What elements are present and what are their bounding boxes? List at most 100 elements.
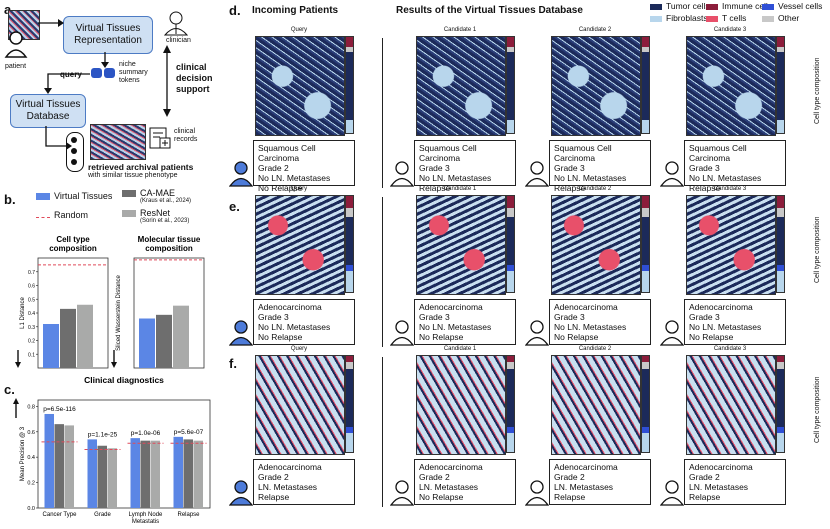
composition-segment bbox=[642, 356, 649, 362]
patient-body bbox=[660, 177, 684, 187]
composition-segment bbox=[507, 356, 514, 362]
retrieved-label: retrieved archival patients bbox=[88, 162, 194, 172]
legend-label: Vessel cells bbox=[778, 1, 823, 11]
composition-bar bbox=[345, 195, 354, 293]
legend-swatch bbox=[36, 193, 50, 201]
vt-representation-box: Virtual Tissues Representation bbox=[63, 16, 153, 54]
patient-body bbox=[390, 336, 414, 346]
record-line: Squamous Cell Carcinoma bbox=[554, 143, 612, 163]
patient-head bbox=[395, 480, 409, 494]
record-line: Grade 3 bbox=[554, 163, 585, 173]
record-line: No Relapse bbox=[689, 332, 734, 342]
tissue-image bbox=[686, 36, 776, 136]
panel-label-b: b. bbox=[4, 192, 16, 207]
plot-frame bbox=[37, 399, 211, 509]
bar bbox=[87, 439, 97, 508]
composition-segment bbox=[346, 37, 353, 47]
arrow-down-icon bbox=[101, 52, 109, 68]
column-separator bbox=[382, 357, 383, 507]
record-line: Adenocarcinoma bbox=[419, 462, 483, 472]
tile-caption: Candidate 3 bbox=[713, 27, 747, 33]
retrieved-tiles-icon bbox=[90, 124, 146, 160]
y-tick-label: 0.3 bbox=[28, 325, 35, 331]
composition-segment bbox=[507, 265, 514, 271]
composition-segment bbox=[777, 356, 784, 362]
legend-virtual-tissues: Virtual Tissues bbox=[36, 191, 112, 201]
record-line: No LN. Metastases bbox=[554, 173, 627, 183]
bar bbox=[150, 440, 160, 508]
incoming-title: Incoming Patients bbox=[252, 5, 339, 16]
p-value-label: p=1.1e-25 bbox=[88, 431, 118, 438]
archival-patient-icon bbox=[390, 480, 414, 506]
composition-segment bbox=[642, 37, 649, 47]
archival-patient-icon bbox=[660, 161, 684, 187]
clinician-label: clinician bbox=[166, 37, 191, 44]
legend-item: T cells bbox=[706, 13, 746, 23]
record-line: No Relapse bbox=[419, 332, 464, 342]
tissue-image bbox=[686, 355, 776, 455]
legend-resnet-ref: (Sorin et al., 2023) bbox=[140, 218, 190, 224]
composition-bar bbox=[776, 195, 785, 293]
patient-record-card: Squamous Cell Carcinoma Grade 3 No LN. Met… bbox=[414, 140, 516, 193]
patient-head bbox=[395, 320, 409, 334]
composition-segment bbox=[642, 369, 649, 428]
query-arrow-icon bbox=[44, 73, 90, 94]
patient-record-card: Adenocarcinoma Grade 3 No LN. Metastases No… bbox=[549, 299, 651, 345]
panel-label-a: a. bbox=[4, 2, 15, 17]
p-value-label: p=6.5e-116 bbox=[43, 406, 76, 413]
composition-segment bbox=[777, 119, 784, 133]
composition-segment bbox=[642, 427, 649, 433]
patient-head bbox=[665, 320, 679, 334]
composition-segment bbox=[777, 52, 784, 120]
tissue-image bbox=[255, 195, 345, 295]
composition-segment bbox=[777, 207, 784, 218]
composition-segment bbox=[346, 119, 353, 133]
record-line: Grade 3 bbox=[689, 312, 720, 322]
tissue-image bbox=[416, 36, 506, 136]
composition-segment bbox=[346, 369, 353, 428]
clinician-icon bbox=[164, 11, 188, 36]
patient-record-card: Adenocarcinoma Grade 2 LN. Metastases No Re… bbox=[414, 459, 516, 505]
patient-body bbox=[229, 336, 253, 346]
clinical-records-label: clinical records bbox=[174, 128, 198, 143]
patient-body bbox=[525, 177, 549, 187]
chart-title: Molecular tissue bbox=[138, 235, 201, 244]
composition-segment bbox=[507, 217, 514, 266]
legend-swatch bbox=[122, 210, 136, 218]
vt-database-box: Virtual Tissues Database bbox=[10, 94, 86, 128]
composition-bar bbox=[641, 36, 650, 134]
query-patient-icon bbox=[229, 161, 253, 187]
column-separator bbox=[382, 38, 383, 188]
y-tick-label: 0.7 bbox=[28, 270, 35, 276]
bar bbox=[64, 425, 74, 508]
legend-swatch bbox=[762, 3, 774, 10]
record-line: Adenocarcinoma bbox=[258, 302, 322, 312]
side-axis-label: Cell type composition bbox=[814, 216, 821, 283]
composition-segment bbox=[346, 265, 353, 271]
light-dot-icon bbox=[71, 159, 77, 165]
tissue-image bbox=[551, 195, 641, 295]
record-line: Relapse bbox=[258, 492, 290, 502]
tile-caption: Candidate 1 bbox=[443, 186, 477, 192]
patient-head bbox=[530, 320, 544, 334]
composition-segment bbox=[642, 52, 649, 120]
bar bbox=[173, 305, 189, 368]
legend-random: Random bbox=[36, 210, 88, 220]
record-line: LN. Metastases bbox=[258, 482, 318, 492]
tile-caption: Candidate 2 bbox=[578, 346, 612, 352]
record-line: No Relapse bbox=[258, 183, 303, 193]
composition-bar bbox=[506, 195, 515, 293]
clinical-records-icon bbox=[149, 127, 171, 149]
patient-icon bbox=[4, 31, 28, 58]
bar bbox=[183, 439, 193, 508]
record-line: Adenocarcinoma bbox=[419, 302, 483, 312]
x-tick-label: Relapse bbox=[177, 512, 200, 518]
lower-better-arrow-head bbox=[111, 362, 117, 368]
y-tick-label: 0.6 bbox=[27, 430, 35, 436]
patient-record-card: Adenocarcinoma Grade 2 LN. Metastases Relap… bbox=[549, 459, 651, 505]
legend-ca-mae-ref: (Kraus et al., 2024) bbox=[140, 198, 192, 204]
composition-segment bbox=[346, 207, 353, 218]
composition-segment bbox=[642, 217, 649, 266]
panel-label-d: d. bbox=[229, 3, 241, 18]
token-icon bbox=[91, 68, 102, 78]
